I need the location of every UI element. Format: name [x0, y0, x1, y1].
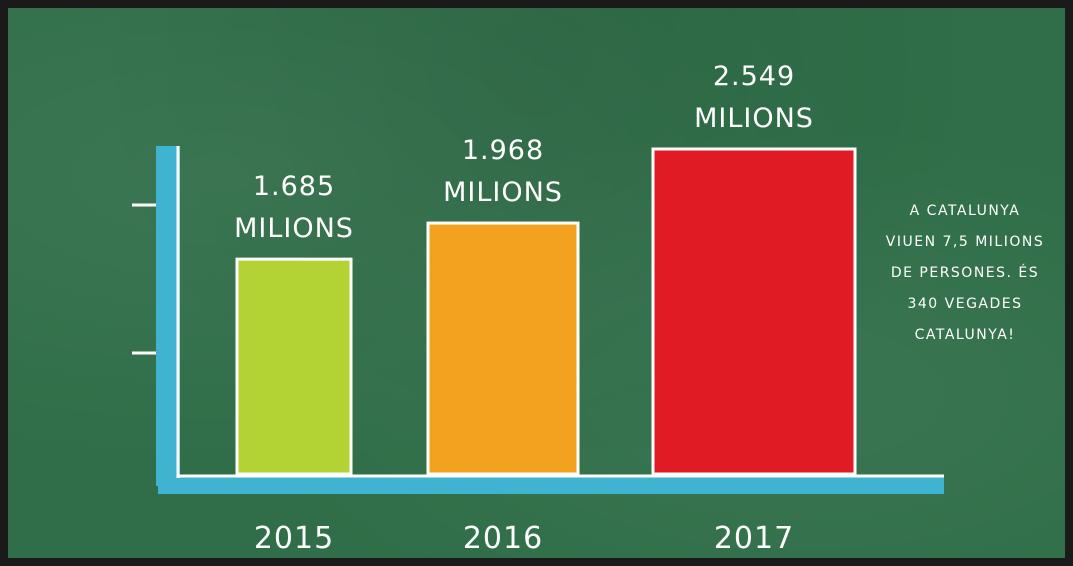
x-tick-label: 2015 [254, 521, 334, 556]
annotation-line: DE PERSONES. ÉS [890, 265, 1040, 281]
annotation-line: CATALUNYA! [914, 327, 1016, 343]
chart-axes [132, 146, 944, 494]
y-axis [156, 146, 180, 486]
x-axis [158, 476, 944, 494]
data-label-value: 2.549 [713, 61, 795, 92]
chart-bars [235, 147, 857, 476]
bar-chart: 1.685 MILIONS 2015 1.968 MILIONS 2016 2.549 MIL… [132, 61, 944, 556]
annotation-line: A CATALUNYA [909, 203, 1021, 219]
data-label-value: 1.685 [253, 171, 335, 202]
bar-2017 [651, 147, 857, 476]
annotation-line: VIUEN 7,5 MILIONS [885, 234, 1045, 250]
catalonia-annotation: A CATALUNYA VIUEN 7,5 MILIONS DE PERSONE… [870, 196, 1060, 351]
x-tick-label: 2016 [463, 521, 543, 556]
annotation-line: 340 VEGADES [907, 296, 1023, 312]
data-label-value: 1.968 [462, 135, 544, 166]
bar-2016 [426, 221, 580, 476]
data-label-unit: MILIONS [443, 177, 563, 208]
chart-labels: 1.685 MILIONS 2015 1.968 MILIONS 2016 2.549 MIL… [234, 61, 814, 556]
data-label-unit: MILIONS [694, 103, 814, 134]
x-tick-label: 2017 [714, 521, 794, 556]
data-label-unit: MILIONS [234, 213, 354, 244]
bar-2015 [235, 257, 353, 476]
